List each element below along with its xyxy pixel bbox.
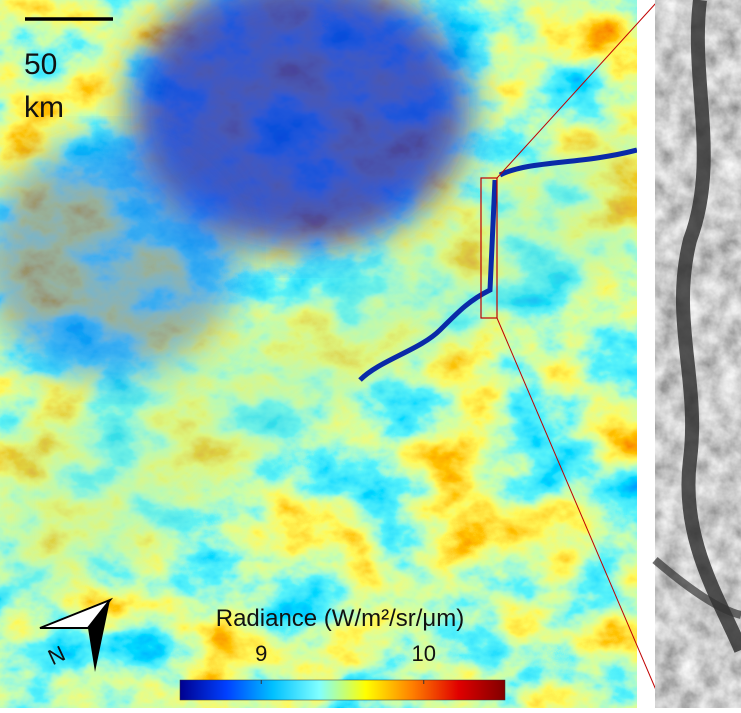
- radiance-map: [0, 0, 637, 708]
- colorbar-tick-label: 9: [255, 641, 267, 666]
- inset-image: [652, 0, 741, 708]
- colorbar-label: Radiance (W/m²/sr/μm): [216, 605, 465, 632]
- zoom-box: [480, 2, 657, 691]
- colorbar: [179, 679, 506, 701]
- scale-unit: km: [24, 91, 64, 124]
- colorbar-tick-label: 10: [412, 641, 436, 666]
- scale-value: 50: [24, 48, 57, 81]
